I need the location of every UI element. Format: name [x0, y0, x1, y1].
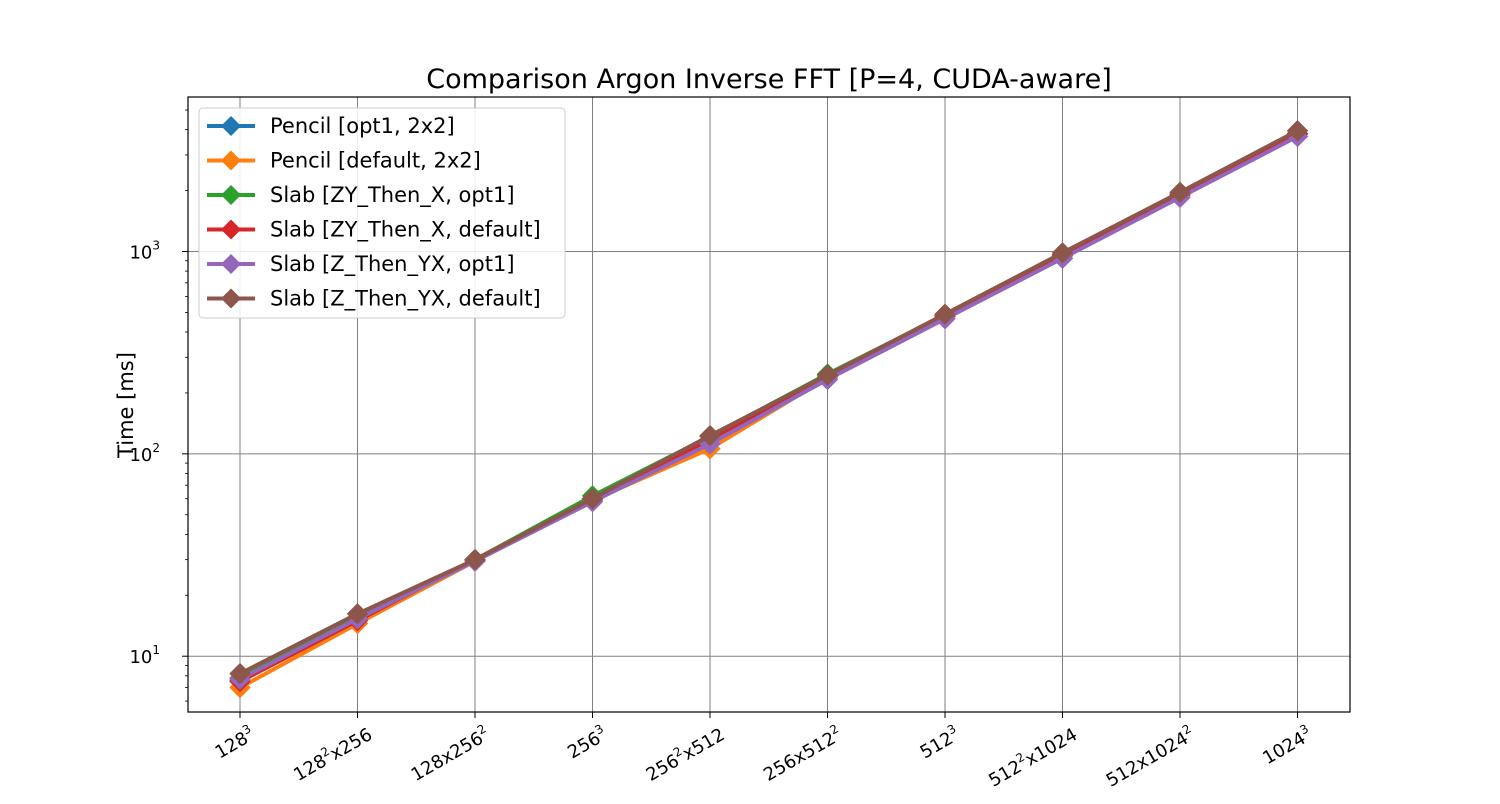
legend-item[interactable]: Slab [ZY_Then_X, default] — [207, 218, 541, 243]
legend-item[interactable]: Pencil [default, 2x2] — [207, 149, 481, 173]
legend-marker — [221, 116, 241, 136]
legend-label: Slab [ZY_Then_X, opt1] — [270, 183, 515, 208]
x-tick-label: 2562x512 — [641, 722, 728, 786]
data-point — [934, 303, 956, 325]
x-tick-label: 256x5122 — [759, 722, 846, 786]
legend-item[interactable]: Pencil [opt1, 2x2] — [207, 114, 455, 138]
x-tick-label: 128x2562 — [406, 722, 493, 786]
data-point — [1286, 120, 1309, 142]
legend[interactable]: Pencil [opt1, 2x2] Pencil [default, 2x2] S… — [198, 107, 566, 319]
x-tick-label: 1282x256 — [289, 722, 376, 786]
series-6 — [229, 120, 1309, 685]
series-line — [239, 134, 1299, 681]
data-point — [464, 548, 486, 571]
data-point — [229, 662, 251, 685]
data-point — [816, 364, 839, 386]
data-point — [581, 488, 604, 510]
legend-box — [198, 107, 566, 319]
data-point — [346, 603, 369, 625]
legend-label: Pencil [opt1, 2x2] — [270, 114, 455, 138]
x-tick-label: 1283 — [210, 722, 258, 764]
x-tick-label: 5122x1024 — [984, 722, 1081, 792]
x-tick-label: 512x10242 — [1101, 722, 1198, 792]
x-tick-label: 2563 — [563, 722, 611, 764]
x-tick-label: 5123 — [915, 722, 963, 764]
data-point — [1051, 242, 1074, 264]
legend-item[interactable]: Slab [Z_Then_YX, opt1] — [207, 252, 515, 277]
legend-label: Pencil [default, 2x2] — [270, 149, 481, 173]
chart-title: Comparison Argon Inverse FFT [P=4, CUDA-… — [426, 64, 1112, 95]
legend-label: Slab [Z_Then_YX, default] — [270, 287, 541, 312]
y-tick-label: 103 — [129, 238, 160, 263]
legend-item[interactable]: Slab [ZY_Then_X, opt1] — [207, 183, 515, 208]
data-point — [699, 424, 721, 447]
legend-marker — [221, 219, 241, 240]
legend-marker — [221, 150, 241, 171]
legend-label: Slab [ZY_Then_X, default] — [270, 218, 541, 243]
legend-label: Slab [Z_Then_YX, opt1] — [270, 252, 515, 277]
legend-item[interactable]: Slab [Z_Then_YX, default] — [207, 287, 541, 312]
y-tick-label: 102 — [129, 441, 160, 466]
legend-marker — [221, 185, 241, 205]
x-tick-label: 10243 — [1258, 722, 1316, 770]
plot-area-frame — [187, 96, 1351, 713]
data-point — [1169, 181, 1191, 204]
series-layer — [229, 120, 1309, 699]
y-axis-label: Time [ms] — [114, 352, 138, 459]
legend-marker — [221, 288, 241, 309]
y-tick-label: 101 — [129, 643, 160, 668]
legend-marker — [221, 254, 241, 274]
series-line — [239, 129, 1299, 676]
